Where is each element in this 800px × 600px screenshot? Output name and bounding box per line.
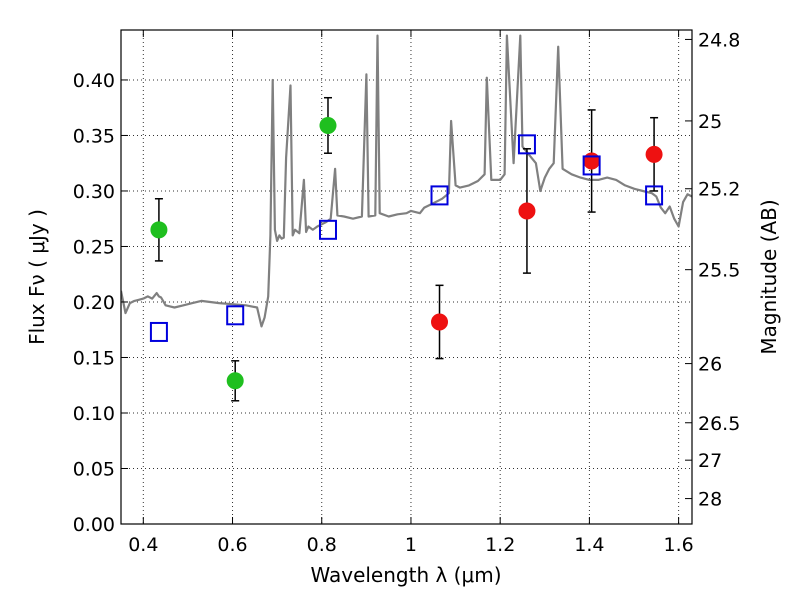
y-tick-label: 0.40 [73,70,115,92]
y-tick-label: 0.00 [73,514,115,536]
marker-layer [149,96,664,402]
photometry-point [226,372,244,390]
model-square [645,185,664,206]
spectrum-layer [121,34,692,328]
spectrum-line [121,34,692,328]
y2-tick-label: 25.5 [698,260,740,282]
photometry-point [518,202,536,220]
model-square [517,134,536,155]
y2-tick-label: 26.5 [698,413,740,435]
x-tick-label: 1.6 [664,534,694,556]
x-tick-label: 0.6 [217,534,247,556]
model-square [226,305,245,326]
y-tick-label: 0.15 [73,347,115,369]
model-square [149,321,168,342]
y-tick-label: 0.10 [73,403,115,425]
photometry-point [583,152,601,170]
x-tick-label: 1.2 [485,534,515,556]
y2-tick-label: 24.8 [698,29,740,51]
y-tick-label: 0.30 [73,181,115,203]
x-axis-label: Wavelength λ (μm) [310,563,501,587]
x-tick-label: 0.8 [307,534,337,556]
x-tick-label: 1 [405,534,417,556]
y-axis-label: Flux Fν ( μJy ) [25,209,49,345]
model-square [430,185,449,206]
photometry-point [431,313,449,331]
y2-axis-label: Magnitude (AB) [757,199,781,354]
model-square [318,219,337,240]
y2-tick-label: 26 [698,354,722,376]
y-tick-label: 0.05 [73,458,115,480]
y2-tick-label: 25 [698,111,722,133]
x-tick-label: 0.4 [128,534,158,556]
y-tick-label: 0.35 [73,125,115,147]
y2-tick-label: 28 [698,489,722,511]
y-tick-label: 0.25 [73,236,115,258]
axis-layer: 0.4 0.6 0.8 1 1.2 1.4 1.6 0.00 0.05 0.10 0.15 0.20 0… [73,29,741,556]
plot-area [121,30,692,524]
y-tick-label: 0.20 [73,292,115,314]
y2-tick-label: 25.2 [698,179,740,201]
x-tick-label: 1.4 [574,534,604,556]
photometry-point [319,116,337,134]
photometry-point [645,145,663,163]
model-square [582,155,601,176]
plot-frame [120,29,693,525]
y2-tick-label: 27 [698,450,722,472]
photometry-point [150,221,168,239]
